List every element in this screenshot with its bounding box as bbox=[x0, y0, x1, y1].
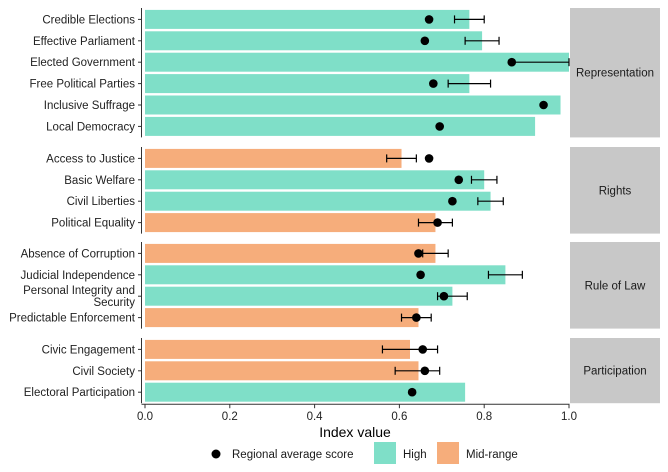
regional-average-point bbox=[439, 291, 449, 301]
legend-high-swatch bbox=[374, 442, 396, 464]
category-label: Judicial Independence bbox=[21, 270, 135, 282]
facet-strip-label: Rule of Law bbox=[585, 280, 646, 292]
category-label: Local Democracy bbox=[46, 121, 135, 133]
facet-panels: Representation Credible Elections Effectiv… bbox=[9, 8, 660, 404]
bar bbox=[145, 286, 453, 306]
facet-strip bbox=[570, 338, 660, 404]
facet-strip bbox=[570, 8, 660, 138]
category-label: Elected Government bbox=[30, 57, 136, 69]
facet-rights: Rights Access to Justice Basic Welfare Civi… bbox=[46, 147, 660, 234]
x-axis-title: Index value bbox=[319, 424, 391, 440]
regional-average-point bbox=[539, 100, 548, 110]
bar bbox=[145, 243, 436, 263]
x-tick-label: 0.8 bbox=[476, 411, 492, 423]
regional-average-point bbox=[420, 366, 430, 376]
bar bbox=[145, 339, 410, 359]
regional-average-point bbox=[424, 15, 434, 24]
regional-average-point bbox=[407, 387, 417, 397]
regional-average-point bbox=[414, 249, 423, 258]
legend: Regional average score High Mid-range bbox=[211, 442, 518, 464]
x-axis: 0.0 0.2 0.4 0.6 0.8 1.0 bbox=[137, 403, 577, 423]
bar bbox=[145, 31, 483, 51]
regional-average-point bbox=[448, 196, 457, 206]
category-label: Free Political Parties bbox=[30, 79, 136, 91]
bar bbox=[145, 95, 561, 115]
regional-average-point bbox=[435, 122, 444, 131]
facet-representation: Representation Credible Elections Effectiv… bbox=[30, 8, 660, 138]
regional-average-point bbox=[424, 154, 434, 163]
regional-average-point bbox=[420, 36, 430, 46]
category-label: Inclusive Suffrage bbox=[44, 100, 135, 112]
category-label: Civil Liberties bbox=[67, 196, 136, 208]
facet-strip-label: Representation bbox=[576, 68, 654, 80]
legend-mid-range-swatch bbox=[437, 442, 459, 464]
regional-average-point bbox=[454, 175, 464, 185]
category-label: Electoral Participation bbox=[24, 387, 135, 399]
facet-strip bbox=[570, 147, 660, 234]
category-label: Civic Engagement bbox=[42, 344, 136, 356]
x-tick-label: 0.6 bbox=[391, 411, 407, 423]
bar bbox=[145, 308, 419, 328]
legend-point-label: Regional average score bbox=[232, 449, 353, 461]
category-label: Political Equality bbox=[51, 218, 135, 230]
regional-average-point bbox=[507, 57, 517, 67]
category-label: Absence of Corruption bbox=[21, 248, 135, 260]
x-tick-label: 1.0 bbox=[561, 411, 577, 423]
facet-rule-of-law: Rule of Law Absence of Corruption Judicial… bbox=[9, 242, 660, 329]
x-tick-label: 0.0 bbox=[137, 411, 153, 423]
bar bbox=[145, 361, 419, 381]
category-label: Personal Integrity and Security bbox=[23, 285, 135, 309]
regional-average-point bbox=[418, 345, 428, 354]
bar bbox=[145, 265, 506, 285]
bar bbox=[145, 170, 485, 190]
category-label: Basic Welfare bbox=[64, 175, 135, 187]
category-label: Effective Parliament bbox=[33, 36, 136, 48]
bar bbox=[145, 191, 491, 211]
legend-mid-range-label: Mid-range bbox=[466, 449, 518, 461]
facet-participation: Participation Civic Engagement Civil Socie… bbox=[24, 338, 660, 404]
category-label: Civil Society bbox=[72, 366, 135, 378]
facet-strip-label: Participation bbox=[583, 366, 646, 378]
x-tick-label: 0.4 bbox=[307, 411, 324, 423]
x-tick-label: 0.2 bbox=[222, 411, 238, 423]
legend-high-label: High bbox=[403, 449, 427, 461]
category-label: Predictable Enforcement bbox=[9, 313, 136, 325]
facet-strip-label: Rights bbox=[599, 185, 632, 197]
category-label: Credible Elections bbox=[42, 14, 135, 26]
regional-average-point bbox=[416, 270, 425, 280]
bar bbox=[145, 52, 569, 72]
bar bbox=[145, 116, 536, 136]
regional-average-point bbox=[412, 313, 421, 322]
bar bbox=[145, 213, 436, 233]
facet-strip bbox=[570, 242, 660, 329]
bar bbox=[145, 382, 466, 402]
legend-point-marker bbox=[211, 449, 221, 459]
regional-average-point bbox=[433, 218, 442, 227]
bar bbox=[145, 74, 470, 94]
category-label: Access to Justice bbox=[46, 153, 135, 165]
regional-average-point bbox=[429, 79, 438, 88]
bar bbox=[145, 148, 402, 168]
bar bbox=[145, 9, 470, 29]
